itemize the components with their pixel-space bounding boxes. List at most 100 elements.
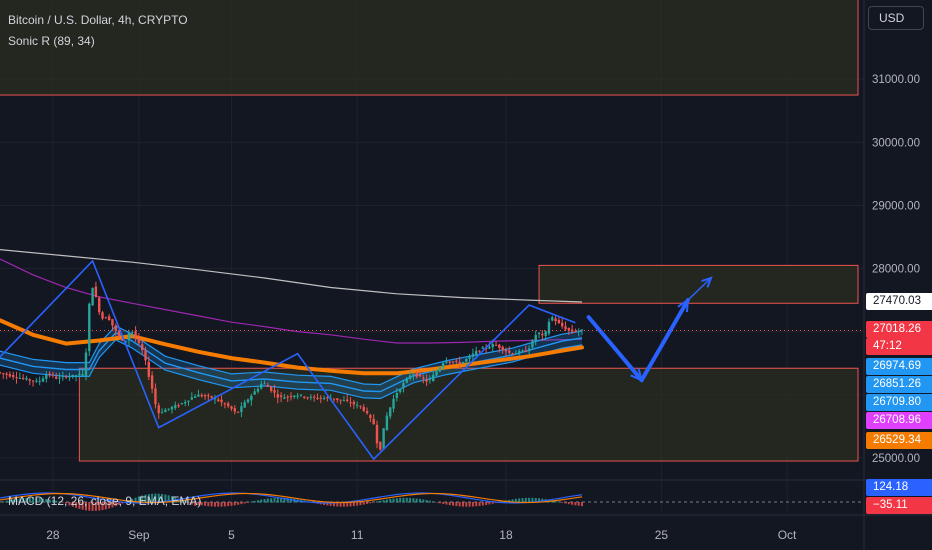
candle-body — [382, 428, 385, 449]
macd-histogram-bar — [266, 498, 269, 503]
macd-histogram-bar — [71, 502, 74, 507]
macd-histogram-bar — [51, 500, 54, 503]
candle-body — [293, 395, 296, 397]
macd-histogram-bar — [458, 502, 461, 507]
time-tick-label: Oct — [778, 528, 797, 542]
macd-histogram-bar — [68, 502, 71, 506]
macd-histogram-bar — [534, 497, 537, 503]
macd-histogram-bar — [485, 502, 488, 505]
candle-body — [303, 396, 306, 398]
ema-band-mid-line[interactable] — [0, 332, 583, 393]
candle-body — [157, 405, 160, 414]
candle-body — [322, 397, 326, 399]
candle-body — [203, 395, 207, 397]
indicator-sonic-r-label[interactable]: Sonic R (89, 34) — [8, 34, 95, 48]
macd-label[interactable]: MACD (12, 26, close, 9, EMA, EMA) — [8, 494, 201, 508]
candle-body — [560, 322, 564, 327]
candle-body — [514, 353, 518, 355]
projection-up-arrowhead — [677, 298, 690, 313]
candle-body — [309, 396, 313, 398]
macd-histogram-bar — [511, 499, 514, 503]
macd-tag-1: −35.11 — [866, 497, 932, 514]
candle-body — [150, 375, 154, 389]
projection-thin-arrow[interactable] — [687, 277, 712, 301]
candle-body — [435, 371, 438, 376]
macd-histogram-bar — [35, 497, 38, 503]
price-tag-0: 27470.03 — [866, 293, 932, 310]
price-tag-2: 47:12 — [866, 338, 932, 355]
macd-histogram-bar — [445, 502, 448, 505]
candle-body — [177, 405, 180, 407]
projection-down-arrow[interactable] — [586, 315, 644, 383]
support-zone[interactable] — [78, 367, 859, 462]
macd-histogram-bar — [359, 502, 362, 506]
macd-histogram-bar — [144, 494, 147, 503]
price-tick-label: 28000.00 — [872, 264, 920, 276]
symbol-title[interactable]: Bitcoin / U.S. Dollar, 4h, CRYPTO — [8, 13, 188, 27]
candle-body — [471, 353, 475, 357]
candle-body — [210, 396, 213, 398]
price-tag-4: 26851.26 — [866, 376, 932, 393]
candle-body — [468, 355, 471, 359]
ema-band-lower-line[interactable] — [0, 339, 583, 400]
macd-histogram-bar — [465, 502, 468, 507]
candle-body — [21, 377, 25, 379]
candle-body — [131, 331, 134, 333]
candle-body — [276, 394, 279, 398]
time-axis[interactable]: 28 Sep 5 11 18 25 Oct — [46, 528, 797, 542]
macd-histogram-bar — [111, 502, 114, 508]
candle-body — [141, 344, 144, 351]
macd-histogram-bar — [455, 502, 458, 507]
candle-body — [326, 397, 329, 399]
candle-body — [504, 349, 508, 352]
projection-thin-arrowhead — [701, 276, 713, 288]
macd-histogram-bar — [161, 494, 164, 503]
macd-histogram-bar — [170, 496, 173, 503]
ema-band-upper-line[interactable] — [0, 325, 583, 386]
macd-histogram-bar — [94, 502, 97, 511]
macd-histogram-bar — [233, 502, 236, 506]
candle-body — [428, 379, 432, 381]
candle-body — [243, 402, 246, 408]
macd-histogram-bar — [256, 500, 259, 503]
macd-tag-0: 124.18 — [866, 479, 932, 496]
pattern-zigzag-line[interactable] — [0, 259, 576, 461]
candle-body — [98, 297, 101, 313]
candle-body — [458, 361, 461, 364]
candle-body — [127, 332, 131, 341]
price-axis[interactable]: 31000.00 30000.00 29000.00 28000.00 25000.00 — [872, 74, 920, 465]
candle-body — [567, 327, 571, 331]
macd-histogram-bar — [260, 499, 263, 503]
projection-up-arrow[interactable] — [639, 298, 690, 383]
macd-histogram-bar — [55, 500, 58, 503]
macd-histogram-bar — [333, 502, 336, 507]
candle-body — [15, 377, 18, 379]
candle-body — [537, 332, 541, 335]
candle-body — [41, 378, 45, 382]
resistance-zone[interactable] — [538, 264, 859, 304]
upper-zone[interactable] — [0, 0, 859, 96]
macd-histogram-bar — [375, 501, 378, 503]
price-tick-label: 25000.00 — [872, 453, 920, 465]
macd-histogram-bar — [237, 502, 240, 505]
candle-body — [498, 344, 501, 348]
ma-white-line[interactable] — [0, 249, 583, 303]
candle-body — [306, 397, 309, 399]
candle-body — [147, 361, 151, 377]
macd-histogram-bar — [240, 502, 243, 505]
ema-orange-line[interactable] — [0, 318, 584, 376]
candle-body — [81, 374, 84, 376]
candle-body — [236, 411, 240, 413]
candle-body — [2, 373, 5, 375]
candle-body — [369, 415, 372, 419]
macd-histogram-bar — [438, 502, 441, 504]
macd-histogram-bar — [276, 497, 279, 503]
macd-histogram-bar — [488, 502, 491, 505]
macd-histogram-bar — [356, 502, 359, 506]
macd-histogram-bar — [514, 498, 517, 503]
macd-histogram-bar — [187, 502, 190, 504]
currency-button[interactable]: USD — [868, 6, 924, 30]
macd-pane: MACD (12, 26, close, 9, EMA, EMA) — [0, 492, 864, 511]
candle-body — [491, 344, 494, 348]
